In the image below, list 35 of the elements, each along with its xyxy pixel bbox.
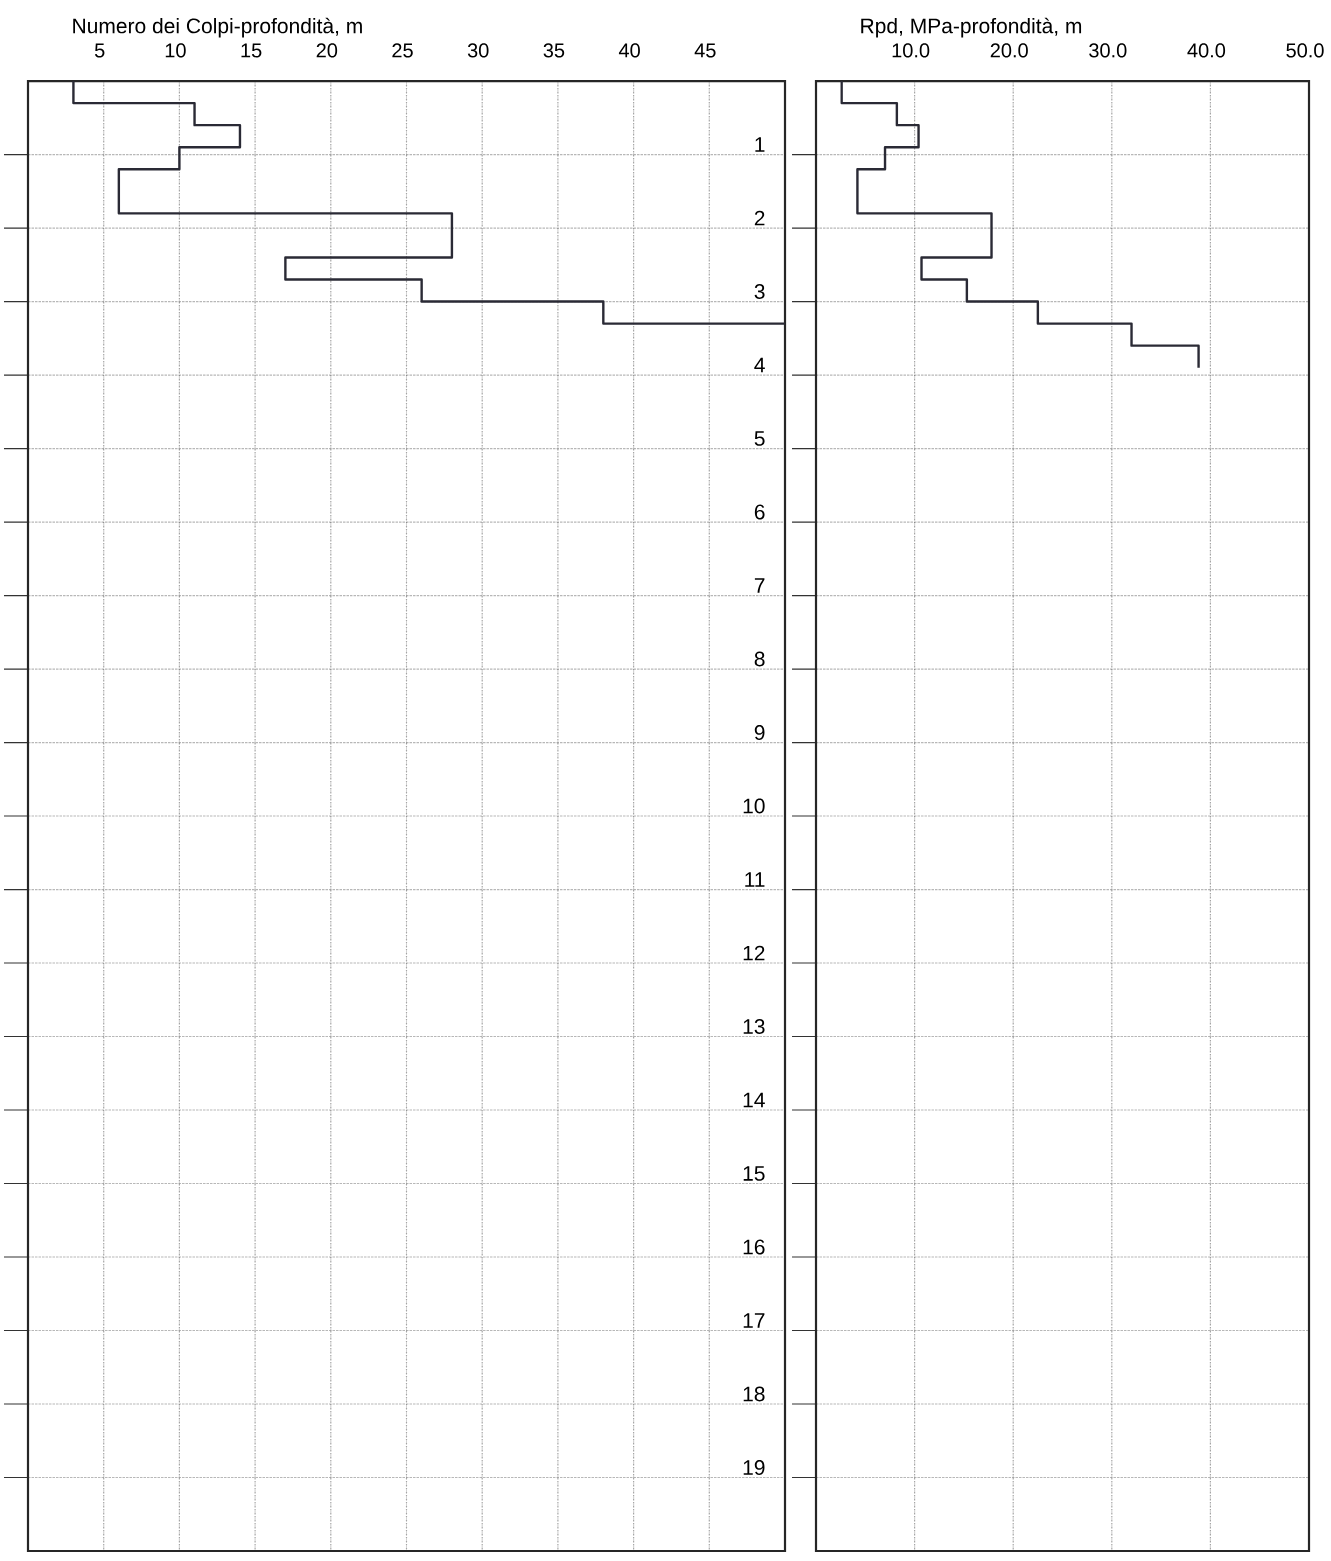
- y-tick-label: 8: [754, 651, 765, 667]
- y-tick-label: 10: [743, 798, 765, 814]
- y-tick-label: 11: [745, 872, 765, 887]
- y-tick-label: 19: [743, 1460, 765, 1475]
- y-tick-label: 6: [754, 504, 765, 520]
- y-tick-label: 2: [754, 210, 765, 226]
- x-tick-label: 50.0: [1286, 43, 1324, 58]
- x-tick-label: 15: [241, 43, 262, 58]
- y-tick-label: 16: [743, 1239, 765, 1255]
- x-tick-label: 40.0: [1187, 43, 1226, 58]
- y-tick-label: 18: [743, 1386, 765, 1402]
- x-tick-label: 30.0: [1089, 43, 1127, 58]
- y-tick-label: 5: [754, 431, 765, 446]
- x-tick-label: 10: [165, 43, 186, 58]
- y-tick-label: 7: [754, 578, 765, 593]
- x-tick-label: 20: [316, 43, 338, 58]
- x-tick-label: 35: [543, 43, 565, 58]
- chart-title: Rpd, MPa-profondità, m: [861, 17, 1082, 38]
- x-tick-label: 30: [467, 43, 489, 58]
- y-tick-label: 3: [754, 284, 765, 299]
- x-tick-label: 45: [694, 43, 716, 58]
- chart-title: Numero dei Colpi-profondità, m: [73, 17, 362, 38]
- x-tick-label: 20.0: [990, 43, 1028, 58]
- y-tick-label: 12: [743, 945, 765, 961]
- x-tick-label: 40: [618, 43, 640, 58]
- y-tick-label: 15: [743, 1166, 765, 1181]
- x-tick-label: 25: [392, 43, 413, 58]
- y-tick-label: 9: [754, 725, 765, 740]
- x-tick-label: 5: [94, 43, 105, 58]
- y-tick-label: 1: [755, 137, 765, 152]
- y-tick-label: 4: [754, 357, 765, 373]
- x-tick-label: 10.0: [892, 43, 930, 58]
- y-tick-label: 17: [743, 1313, 765, 1328]
- y-tick-label: 14: [743, 1092, 765, 1108]
- y-tick-label: 13: [743, 1019, 765, 1034]
